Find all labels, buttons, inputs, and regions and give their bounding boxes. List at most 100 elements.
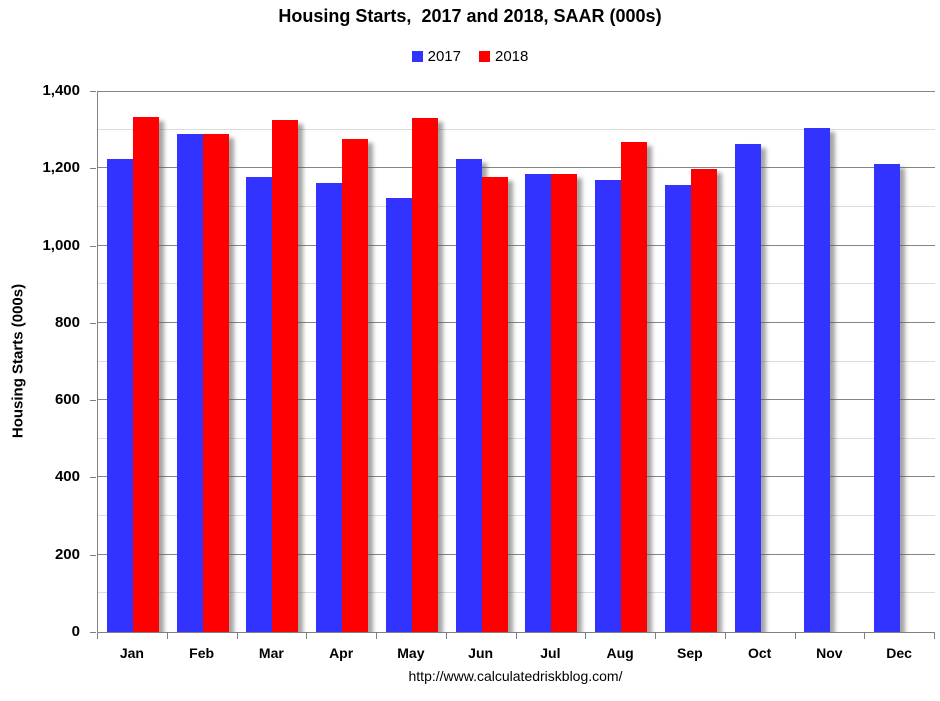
gridline-minor: [98, 437, 935, 439]
y-axis-tick: [90, 168, 96, 170]
bar-group-jan: [98, 91, 168, 632]
y-tick-label: 800: [54, 313, 80, 331]
x-tick-label-may: May: [397, 645, 425, 661]
gridline-minor: [98, 283, 935, 285]
gridline-major: [98, 91, 935, 92]
x-tick-label-oct: Oct: [747, 645, 772, 661]
x-tick-label-dec: Dec: [886, 645, 912, 661]
bar-2018-jun: [481, 177, 508, 632]
bar-group-apr: [307, 91, 377, 632]
x-axis-tick: [794, 633, 796, 639]
chart-title: Housing Starts, 2017 and 2018, SAAR (000…: [278, 6, 662, 26]
legend: 2017 2018: [0, 48, 940, 65]
gridline-major: [98, 476, 935, 478]
y-axis-tick: [90, 632, 96, 633]
gridline-minor: [98, 592, 935, 594]
bar-group-sep: [656, 91, 726, 632]
bar-group-aug: [586, 91, 656, 632]
y-axis-tick: [90, 400, 96, 402]
x-axis-tick: [166, 633, 168, 639]
bar-2018-apr: [342, 138, 369, 632]
legend-item-2018: 2018: [479, 48, 528, 65]
x-tick-label-nov: Nov: [816, 645, 843, 661]
y-axis-tick: [90, 245, 96, 247]
bar-2018-may: [411, 118, 438, 632]
bar-2018-jul: [551, 174, 578, 632]
bar-2017-feb: [176, 133, 203, 632]
bar-2017-jul: [525, 174, 552, 632]
legend-swatch-2017-icon: [411, 51, 423, 62]
bar-2018-feb: [202, 133, 229, 632]
bar-2017-aug: [595, 179, 622, 632]
x-axis-tick: [515, 633, 517, 639]
legend-label-2018: 2018: [495, 48, 529, 65]
x-tick-label-jan: Jan: [119, 645, 144, 661]
bar-2018-sep: [690, 168, 717, 632]
bar-2018-aug: [621, 142, 648, 632]
bar-2017-mar: [246, 176, 273, 632]
bar-group-jul: [517, 91, 587, 632]
x-tick-label-jun: Jun: [468, 645, 494, 661]
bar-group-may: [377, 91, 447, 632]
bar-2018-jan: [132, 116, 159, 632]
y-tick-label: 1,200: [42, 159, 80, 177]
gridline-major: [98, 167, 935, 169]
legend-item-2017: 2017: [411, 48, 461, 65]
bar-2017-jan: [106, 158, 133, 632]
y-axis-tick: [90, 554, 96, 556]
x-tick-label-mar: Mar: [258, 645, 284, 661]
x-tick-label-feb: Feb: [189, 645, 215, 661]
x-tick-label-aug: Aug: [606, 645, 634, 661]
x-axis-tick: [236, 633, 238, 639]
gridline-major: [98, 244, 935, 246]
y-tick-label: 200: [54, 545, 80, 563]
x-tick-label-sep: Sep: [677, 645, 703, 661]
y-tick-label: 600: [54, 391, 80, 409]
y-tick-label: 400: [54, 468, 80, 486]
y-axis-tick: [90, 322, 96, 324]
gridline-minor: [98, 515, 935, 517]
x-axis-tick: [724, 633, 726, 639]
x-axis-tick: [655, 633, 656, 639]
gridline-major: [98, 399, 935, 401]
y-axis-tick: [90, 91, 96, 92]
gridline-minor: [98, 360, 935, 362]
bar-group-mar: [238, 91, 308, 632]
legend-swatch-2018-icon: [479, 51, 490, 62]
gridline-minor: [98, 128, 935, 130]
x-axis-tick: [306, 633, 308, 639]
x-axis-tick: [445, 633, 447, 639]
plot-area: [97, 91, 935, 633]
bar-2017-nov: [804, 128, 831, 632]
bar-2017-jun: [455, 159, 482, 632]
footer-url: http://www.calculatedriskblog.com/: [408, 668, 623, 684]
x-tick-label-jul: Jul: [540, 645, 561, 661]
bar-group-oct: [726, 91, 796, 632]
y-tick-label: 1,400: [42, 82, 80, 99]
gridline-major: [98, 553, 935, 555]
bar-group-jun: [447, 91, 517, 632]
bar-2017-apr: [316, 182, 343, 632]
y-axis-title: Housing Starts (000s): [9, 283, 27, 439]
gridline-minor: [98, 205, 935, 207]
y-tick-label: 1,000: [42, 236, 80, 254]
bar-group-nov: [796, 91, 866, 632]
x-axis-tick: [864, 633, 866, 639]
bar-2017-sep: [664, 184, 691, 632]
x-axis-tick: [934, 633, 935, 639]
y-tick-label: 0: [71, 623, 80, 640]
bar-2017-oct: [734, 143, 761, 632]
bar-2017-dec: [874, 164, 901, 632]
x-tick-label-apr: Apr: [329, 645, 354, 661]
gridline-major: [98, 321, 935, 323]
y-axis-tick: [90, 477, 96, 479]
bar-group-dec: [865, 91, 935, 632]
bar-group-feb: [168, 91, 238, 632]
x-axis-tick: [376, 633, 377, 639]
bar-2018-mar: [272, 119, 299, 632]
x-axis-tick: [97, 633, 98, 639]
x-axis-tick: [585, 633, 587, 639]
bar-2017-may: [385, 198, 412, 632]
legend-label-2017: 2017: [427, 48, 461, 65]
